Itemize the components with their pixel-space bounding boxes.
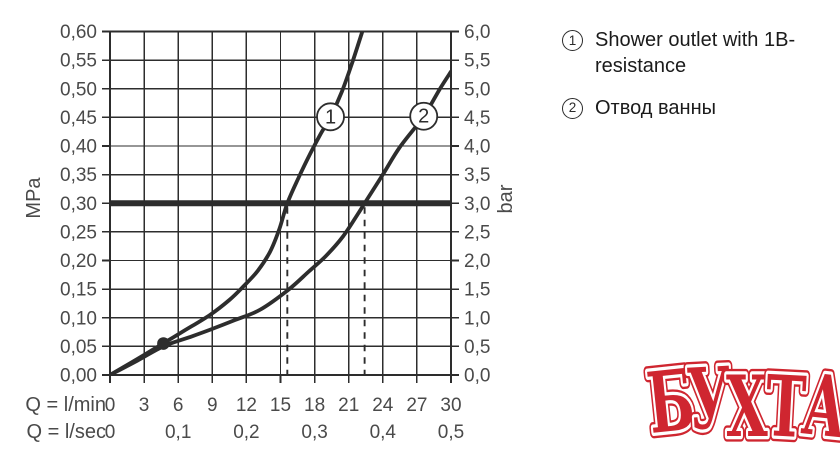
mpa-tick-label: 0,20 bbox=[60, 251, 97, 272]
axis-ticks bbox=[102, 30, 459, 383]
curve-badge-circle-1 bbox=[316, 102, 345, 132]
lmin-tick-label: 21 bbox=[338, 395, 359, 416]
lmin-tick-label: 15 bbox=[270, 395, 291, 416]
legend-label-bath-outlet: Отвод ванны bbox=[595, 96, 717, 119]
legend-label-shower-outlet: Shower outlet with 1B-resistance bbox=[595, 29, 796, 78]
watermark-letter: У bbox=[685, 354, 734, 449]
mpa-tick-label: 0,10 bbox=[60, 308, 97, 329]
lsec-tick-label: 0,2 bbox=[233, 422, 259, 443]
mpa-tick-label: 0,35 bbox=[60, 165, 97, 186]
axis-tick-labels: 0,600,550,500,450,400,350,300,250,200,15… bbox=[60, 22, 490, 443]
legend-number-2-icon: 2 bbox=[562, 97, 583, 119]
mpa-tick-label: 0,50 bbox=[60, 79, 97, 100]
watermark-letter: Т bbox=[763, 356, 808, 457]
legend: 1 Shower outlet with 1B-resistance 2 Отв… bbox=[562, 27, 834, 136]
bar-tick-label: 6,0 bbox=[464, 22, 490, 43]
watermark-letter: Х bbox=[726, 357, 768, 456]
pressure-flow-chart: 0,60 0,55 0,50 0,45 0,40 0,35 0,30 0,25 0,20 0,15… bbox=[23, 22, 517, 443]
bar-tick-label: 1,5 bbox=[464, 280, 490, 301]
lmin-tick-label: 0 bbox=[105, 395, 116, 416]
lmin-tick-label: 6 bbox=[173, 395, 184, 416]
legend-item-shower-outlet: 1 Shower outlet with 1B-resistance bbox=[562, 27, 834, 80]
mpa-tick-label: 0,00 bbox=[60, 366, 97, 387]
watermark-letter: Х bbox=[726, 357, 768, 456]
bar-tick-label: 3,0 bbox=[464, 194, 490, 215]
bar-tick-label: 4,5 bbox=[464, 108, 490, 129]
legend-item-bath-outlet: 2 Отвод ванны bbox=[562, 95, 834, 121]
y-axis-unit-bar: bar bbox=[495, 184, 517, 213]
mpa-tick-label: 0,25 bbox=[60, 222, 97, 243]
lsec-tick-label: 0,3 bbox=[301, 422, 327, 443]
bar-tick-label: 3,5 bbox=[464, 165, 490, 186]
lmin-tick-label: 3 bbox=[139, 395, 150, 416]
bar-tick-label: 2,5 bbox=[464, 222, 490, 243]
lmin-tick-label: 18 bbox=[304, 395, 325, 416]
legend-number-1-icon: 1 bbox=[562, 30, 583, 51]
chart-canvas: 0,600,550,500,450,400,350,300,250,200,15… bbox=[23, 22, 517, 443]
bar-tick-label: 1,0 bbox=[464, 308, 490, 329]
bar-tick-label: 5,5 bbox=[464, 51, 490, 72]
mpa-tick-label: 0,40 bbox=[60, 137, 97, 158]
bar-tick-label: 0,5 bbox=[464, 337, 490, 358]
lsec-tick-label: 0 bbox=[105, 422, 116, 443]
bar-tick-label: 4,0 bbox=[464, 137, 490, 158]
bar-tick-label: 5,0 bbox=[464, 79, 490, 100]
lmin-tick-label: 9 bbox=[207, 395, 218, 416]
x-axis-row-label-lmin: Q = l/min bbox=[25, 394, 106, 416]
lmin-tick-label: 30 bbox=[440, 395, 461, 416]
mpa-tick-label: 0,05 bbox=[60, 337, 97, 358]
mpa-tick-label: 0,55 bbox=[60, 51, 97, 72]
lsec-tick-label: 0,5 bbox=[438, 422, 464, 443]
curve-badge-number-1: 1 bbox=[325, 106, 336, 128]
watermark-letter: У bbox=[685, 354, 734, 449]
operating-point-dot bbox=[157, 337, 170, 350]
lsec-tick-label: 0,1 bbox=[165, 422, 191, 443]
lmin-tick-label: 12 bbox=[236, 395, 257, 416]
mpa-tick-label: 0,45 bbox=[60, 108, 97, 129]
watermark-letter: Т bbox=[763, 356, 808, 457]
curve-badge-circle-2 bbox=[409, 101, 439, 131]
curve-2 bbox=[110, 69, 451, 376]
lsec-tick-label: 0,4 bbox=[370, 422, 397, 443]
bar-tick-label: 2,0 bbox=[464, 251, 490, 272]
curve-badge-number-2: 2 bbox=[418, 106, 429, 128]
grid-lines bbox=[110, 31, 451, 375]
watermark-letter: Х bbox=[726, 357, 768, 456]
mpa-tick-label: 0,15 bbox=[60, 280, 97, 301]
mpa-tick-label: 0,30 bbox=[60, 194, 97, 215]
x-axis-row-label-lsec: Q = l/sec bbox=[27, 421, 106, 443]
watermark-letter: У bbox=[685, 354, 734, 449]
watermark-letter: Т bbox=[763, 356, 808, 457]
mpa-tick-label: 0,60 bbox=[60, 22, 97, 43]
lmin-tick-label: 24 bbox=[372, 395, 394, 416]
bar-tick-label: 0,0 bbox=[464, 366, 490, 387]
y-axis-unit-mpa: MPa bbox=[23, 177, 45, 219]
lmin-tick-label: 27 bbox=[406, 395, 427, 416]
watermark-letter: Б bbox=[643, 354, 699, 453]
